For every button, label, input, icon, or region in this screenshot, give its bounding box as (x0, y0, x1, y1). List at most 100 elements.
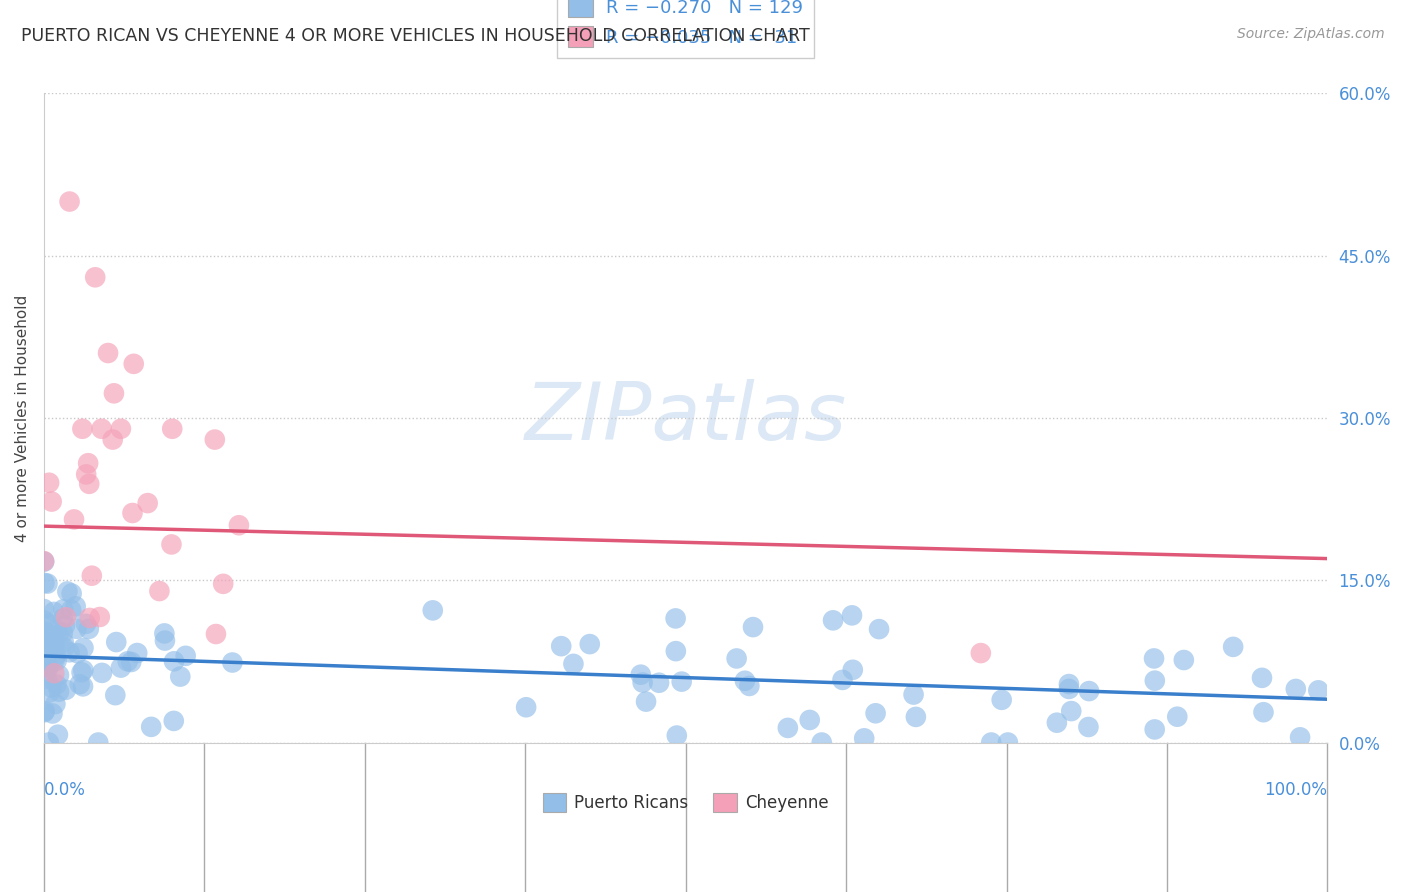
Point (105, 635, 128, 649)
Point (32, 655, 55, 669)
Point (45, 677, 67, 691)
Point (32, 646, 55, 660)
Y-axis label: 4 or more Vehicles in Household: 4 or more Vehicles in Household (15, 294, 30, 541)
Point (84, 270, 107, 285)
Point (865, 706, 887, 721)
Text: Source: ZipAtlas.com: Source: ZipAtlas.com (1237, 27, 1385, 41)
Point (120, 655, 142, 669)
Point (1143, 651, 1166, 665)
Point (103, 386, 125, 401)
Point (1222, 640, 1244, 654)
Point (163, 654, 186, 668)
Point (56, 584, 79, 599)
Point (32, 706, 55, 720)
Point (72, 663, 94, 677)
Point (32, 624, 55, 638)
Point (55, 610, 77, 624)
Point (515, 700, 537, 714)
Point (903, 688, 925, 702)
Point (52, 602, 75, 616)
Point (990, 693, 1012, 707)
Point (665, 729, 688, 743)
Point (742, 620, 765, 634)
Point (46, 728, 69, 742)
Point (1285, 681, 1308, 696)
Point (1251, 671, 1274, 685)
Point (1143, 673, 1166, 688)
Point (34, 625, 56, 640)
Point (70, 665, 93, 680)
Point (35, 657, 58, 671)
Point (77, 456, 100, 470)
Point (631, 675, 654, 690)
Point (136, 496, 159, 510)
Point (38, 475, 60, 490)
Point (34, 576, 56, 591)
Point (65, 599, 87, 614)
Point (841, 608, 863, 623)
Point (55, 682, 77, 697)
Point (665, 611, 688, 625)
Point (104, 688, 127, 702)
Point (169, 670, 191, 684)
Point (38, 629, 60, 643)
Point (1057, 681, 1080, 696)
Point (1143, 723, 1166, 737)
Point (45, 654, 67, 668)
Point (148, 584, 170, 599)
Point (38, 685, 60, 699)
Point (101, 433, 124, 447)
Point (1166, 709, 1188, 723)
Point (630, 667, 652, 681)
Point (562, 657, 585, 671)
Point (32, 602, 55, 616)
Point (212, 577, 235, 591)
Point (32, 667, 55, 681)
Point (970, 646, 993, 660)
Point (228, 518, 250, 533)
Point (1253, 705, 1275, 719)
Point (671, 674, 693, 689)
Point (725, 651, 748, 665)
Point (34, 704, 56, 718)
Point (904, 710, 927, 724)
Point (77, 476, 100, 491)
Point (60, 603, 83, 617)
Point (776, 721, 799, 735)
Point (75, 616, 97, 631)
Point (66, 646, 89, 660)
Point (1046, 715, 1069, 730)
Point (77, 622, 100, 636)
Point (162, 422, 184, 436)
Point (1077, 720, 1099, 734)
Point (422, 603, 444, 617)
Point (868, 622, 890, 636)
Point (45, 623, 67, 637)
Legend: Puerto Ricans, Cheyenne: Puerto Ricans, Cheyenne (536, 786, 835, 819)
Point (87, 735, 110, 749)
Point (32, 644, 55, 658)
Text: ZIPatlas: ZIPatlas (524, 379, 846, 457)
Point (32, 645, 55, 659)
Point (44, 666, 66, 681)
Point (53, 618, 76, 632)
Point (810, 735, 832, 749)
Point (72, 640, 94, 655)
Point (221, 656, 243, 670)
Point (738, 679, 761, 693)
Point (97, 346, 120, 360)
Point (35, 671, 58, 685)
Point (53, 640, 76, 655)
Point (44, 652, 66, 666)
Point (44, 697, 66, 711)
Point (160, 537, 183, 551)
Point (205, 627, 228, 641)
Point (821, 613, 844, 627)
Point (1289, 731, 1312, 745)
Point (153, 626, 176, 640)
Point (163, 714, 186, 728)
Point (48, 668, 70, 682)
Point (80, 568, 103, 582)
Point (41, 706, 63, 721)
Point (853, 731, 876, 746)
